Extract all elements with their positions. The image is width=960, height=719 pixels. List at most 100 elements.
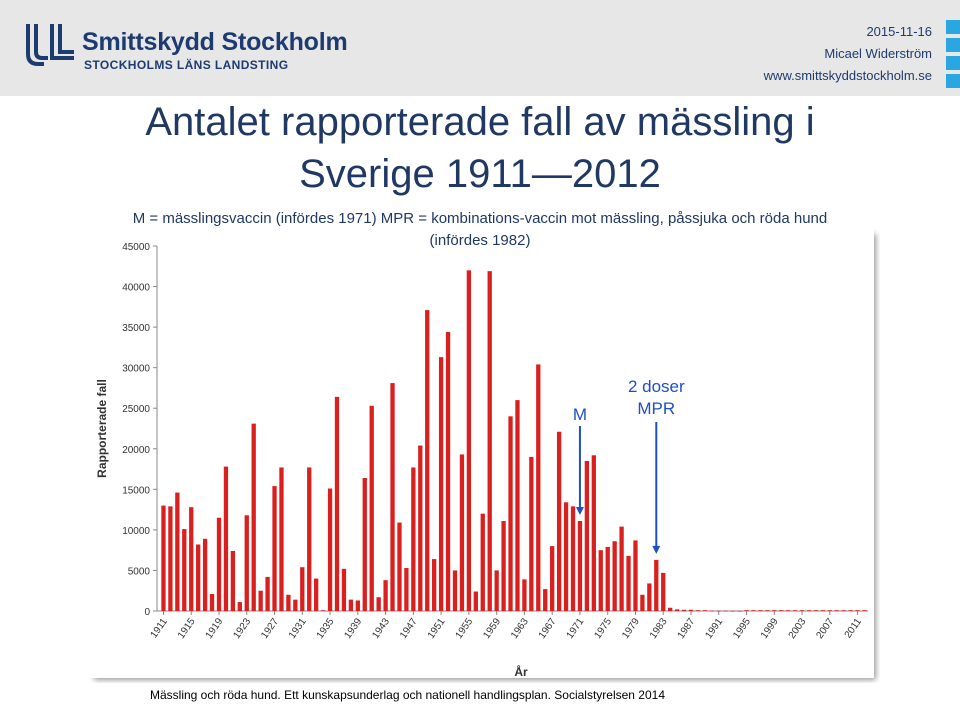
bar [668,607,673,611]
bar [640,594,645,611]
bar [848,610,853,611]
bar [209,593,215,611]
bar [452,570,458,611]
bar [765,610,770,611]
source-citation: Mässling och röda hund. Ett kunskapsunde… [150,688,665,702]
slide-author: Micael Widerström [824,46,932,61]
bar [841,610,846,611]
bar [570,506,576,611]
y-tick-label: 5000 [128,566,151,577]
bar [258,590,263,611]
bar [744,610,749,611]
bar [216,517,222,611]
bar [501,520,506,611]
bar [855,610,860,611]
bar [334,396,340,611]
bar [799,610,805,611]
bar [272,486,277,611]
bar [196,544,201,611]
accent-square [946,20,960,34]
bar [237,602,242,611]
bar [522,579,527,611]
bar [751,610,756,611]
bar [716,610,721,612]
bar [550,546,555,611]
bar [792,610,798,611]
bar [487,271,492,611]
logo-name: Smittskydd Stockholm [82,28,348,56]
bar [230,550,236,611]
y-tick-label: 10000 [122,526,150,537]
bar [508,416,513,611]
bar [175,492,180,611]
annotation-label: 2 doser [628,377,685,396]
website-link[interactable]: www.smittskyddstockholm.se [763,68,932,83]
bar [695,610,701,611]
bar [432,559,437,611]
bar [265,576,270,611]
y-tick-label: 20000 [122,445,150,456]
bar [702,610,708,611]
bar [383,580,388,611]
bar [862,610,867,611]
bar [543,589,548,611]
annotation-label: MPR [637,399,675,418]
bar [459,454,465,611]
bar [466,270,472,611]
bar [556,431,562,611]
bar [612,541,617,611]
bar [813,610,819,611]
page-title-line1: Antalet rapporterade fall av mässling i [145,100,815,144]
bar [536,364,541,611]
bar [584,460,590,611]
bar [307,467,312,611]
bar [661,572,666,611]
y-tick-label: 40000 [122,283,150,294]
slide-date: 2015-11-16 [866,24,932,39]
bar [251,423,256,611]
bar [598,550,603,611]
bar [827,610,832,611]
accent-square [946,74,960,88]
bar [438,357,444,611]
bar [577,520,583,611]
bar [223,466,229,611]
bar [320,610,326,611]
bar [279,467,284,611]
annotation-arrowhead [652,545,661,554]
header-bar [0,0,960,96]
bar [327,488,333,611]
y-tick-label: 35000 [122,323,150,334]
bar [515,400,520,611]
bar [286,594,291,611]
bar [161,505,166,611]
bar [189,507,194,611]
bar [494,570,499,611]
annotation-arrowhead [575,506,584,515]
bar [244,515,249,611]
page-title-line2: Sverige 1911—2012 [299,152,661,196]
bar [445,331,451,611]
bar [418,445,423,611]
bar [647,583,652,611]
accent-square [946,38,960,52]
bar [834,610,839,611]
measles-bar-chart: 0 5000 10000 15000 20000 25000 30000 35000 40000… [88,228,876,680]
bar [362,477,367,611]
bar [390,383,395,611]
bar [806,610,812,611]
bar [619,526,624,611]
bar [633,540,638,611]
y-tick-label: 45000 [122,242,150,253]
bar [411,467,416,611]
subtitle-line2: (infördes 1982) [429,232,531,249]
annotation-label: M [573,405,587,424]
sll-logo-icon [26,24,74,66]
logo-subtitle: STOCKHOLMS LÄNS LANDSTING [84,58,289,72]
bar [348,599,354,611]
bar [376,597,381,611]
bar [709,610,714,612]
subtitle-line1: M = mässlingsvaccin (infördes 1971) MPR … [132,210,828,227]
bar [341,568,347,611]
bar [168,506,173,611]
